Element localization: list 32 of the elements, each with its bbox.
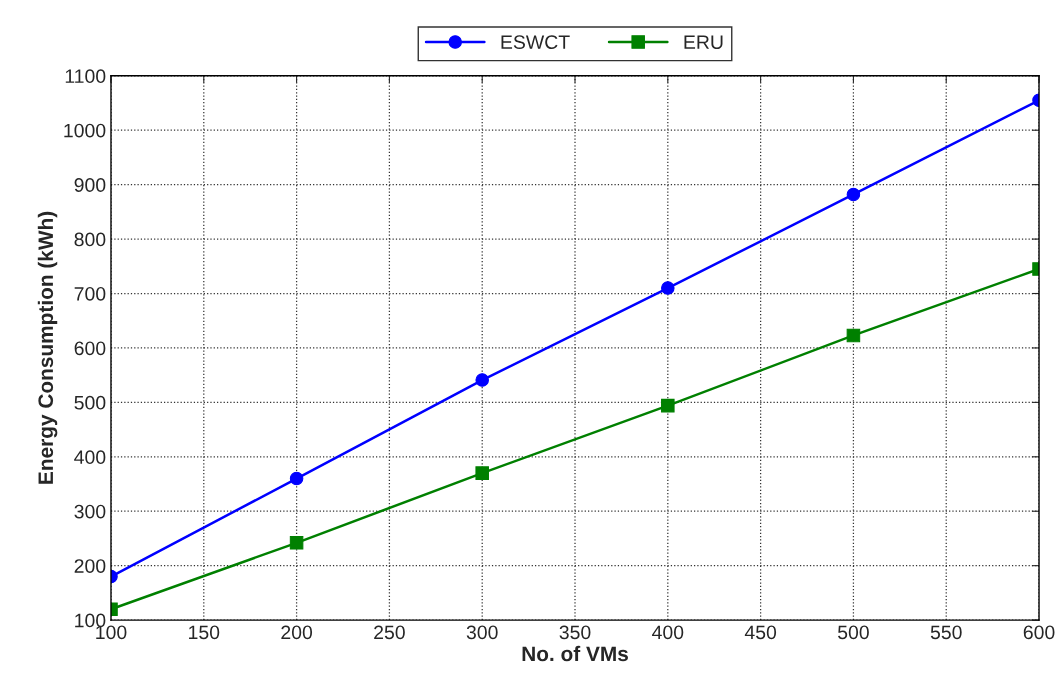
point bbox=[289, 536, 304, 550]
x-tick-label: 250 bbox=[374, 625, 405, 640]
x-tick-label: 300 bbox=[466, 625, 498, 640]
point bbox=[475, 373, 489, 387]
x-tick-label: 150 bbox=[189, 625, 220, 640]
y-tick-label: 600 bbox=[74, 341, 106, 356]
x-tick-label: 200 bbox=[281, 625, 313, 640]
y-tick-label: 200 bbox=[74, 559, 106, 573]
point bbox=[661, 281, 675, 295]
legend-label: ERU bbox=[684, 35, 723, 49]
x-tick-label: 450 bbox=[744, 625, 777, 640]
x-tick-label: 350 bbox=[559, 625, 591, 640]
x-tick-label: 550 bbox=[930, 625, 962, 640]
y-tick-label: 500 bbox=[74, 395, 106, 410]
y-axis-title: Energy Consumption (kWh) bbox=[37, 211, 58, 484]
y-tick-label: 300 bbox=[74, 504, 106, 519]
x-tick-label: 600 bbox=[1023, 625, 1055, 640]
x-tick-label: 500 bbox=[837, 625, 869, 640]
point bbox=[289, 471, 304, 486]
y-tick-label: 1100 bbox=[65, 69, 106, 84]
point bbox=[846, 328, 861, 343]
y-tick-label: 400 bbox=[74, 450, 106, 465]
point bbox=[846, 187, 861, 202]
legend-label: ESWCT bbox=[501, 35, 570, 49]
y-tick-label: 700 bbox=[74, 286, 106, 301]
point bbox=[661, 398, 675, 413]
x-axis-title: No. of VMs bbox=[522, 645, 628, 662]
x-tick-label: 400 bbox=[652, 625, 684, 640]
y-tick-label: 900 bbox=[74, 178, 106, 192]
y-tick-label: 1000 bbox=[64, 123, 106, 138]
point bbox=[475, 466, 489, 480]
y-tick-label: 800 bbox=[74, 232, 106, 247]
